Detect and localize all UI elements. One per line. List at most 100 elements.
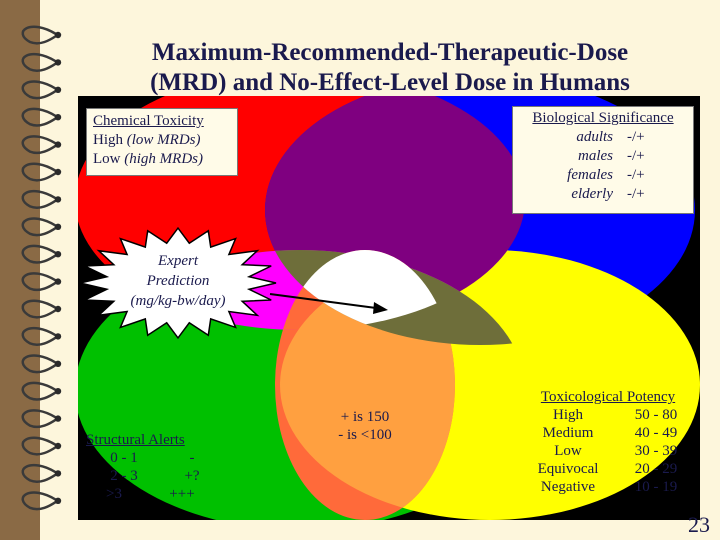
toxicological-potency-row: Low 30 - 39 — [520, 442, 696, 460]
chemical-toxicity-row: Low (high MRDs) — [93, 150, 231, 169]
spiral-hole — [54, 497, 62, 504]
chemical-toxicity-heading: Chemical Toxicity — [93, 113, 204, 129]
spiral-hole — [54, 168, 62, 176]
spiral-ring — [21, 52, 57, 72]
biological-significance-value: -/+ — [627, 167, 645, 183]
toxicological-potency-label: Low — [554, 443, 582, 459]
center-note-line1: + is 150 — [340, 409, 390, 425]
spiral-ring — [21, 381, 57, 401]
structural-alerts-value: +? — [184, 468, 200, 484]
toxicological-potency-label: High — [553, 407, 583, 423]
spiral-ring — [21, 436, 57, 456]
spiral-hole — [54, 360, 62, 367]
structural-alerts-value: - — [189, 450, 195, 466]
structural-alerts-heading: Structural Alerts — [86, 432, 185, 448]
expert-prediction-line3: (mg/kg-bw/day) — [130, 293, 226, 309]
spiral-ring — [21, 409, 57, 429]
spiral-ring — [21, 135, 57, 155]
structural-alerts-row: >3 +++ — [86, 485, 222, 503]
spiral-ring — [21, 299, 57, 319]
biological-significance-box: Biological Significance adults -/+ males -… — [512, 106, 694, 214]
spiral-ring — [21, 80, 57, 100]
spiral-hole — [54, 251, 62, 258]
structural-alerts-range: 0 - 1 — [110, 450, 138, 466]
spiral-ring — [21, 244, 57, 264]
chemical-toxicity-label: High — [93, 132, 123, 148]
biological-significance-value: -/+ — [627, 129, 645, 145]
spiral-hole — [54, 223, 62, 230]
structural-alerts-row: 2 - 3 +? — [86, 467, 222, 485]
biological-significance-heading: Biological Significance — [532, 110, 674, 126]
spiral-hole — [54, 141, 62, 148]
spiral-ring — [21, 25, 57, 45]
expert-prediction-line1: Expert — [158, 253, 198, 269]
arrow-icon — [269, 293, 377, 309]
structural-alerts-block: Structural Alerts 0 - 1 - 2 - 3 +? >3 +++ — [86, 431, 222, 503]
toxicological-potency-range: 40 - 49 — [634, 425, 678, 441]
spiral-hole — [54, 31, 62, 39]
toxicological-potency-range: 50 - 80 — [634, 407, 678, 423]
biological-significance-value: -/+ — [627, 148, 645, 164]
structural-alerts-range: 2 - 3 — [110, 468, 138, 484]
spiral-hole — [54, 442, 62, 450]
spiral-hole — [54, 388, 62, 395]
spiral-hole — [54, 470, 62, 477]
toxicological-potency-range: 30 - 39 — [634, 443, 678, 459]
toxicological-potency-block: Toxicological Potency High 50 - 80 Medium… — [520, 388, 696, 496]
toxicological-potency-range: 10 - 19 — [634, 479, 678, 495]
toxicological-potency-row: High 50 - 80 — [520, 406, 696, 424]
biological-significance-row: elderly -/+ — [517, 185, 689, 204]
chemical-toxicity-detail: (low MRDs) — [126, 132, 201, 148]
toxicological-potency-label: Negative — [540, 479, 596, 495]
toxicological-potency-range: 20 - 29 — [634, 461, 678, 477]
spiral-hole — [54, 86, 62, 94]
spiral-hole — [54, 114, 62, 121]
spiral-ring — [21, 491, 57, 511]
biological-significance-label: elderly — [571, 186, 613, 202]
spiral-hole — [54, 278, 62, 285]
chemical-toxicity-detail: (high MRDs) — [124, 151, 203, 167]
spiral-ring — [21, 107, 57, 127]
slide-title-line1: Maximum-Recommended-Therapeutic-Dose — [151, 39, 629, 66]
spiral-hole — [54, 59, 62, 66]
toxicological-potency-row: Medium 40 - 49 — [520, 424, 696, 442]
structural-alerts-value: +++ — [169, 486, 195, 502]
biological-significance-row: females -/+ — [517, 166, 689, 185]
toxicological-potency-label: Medium — [542, 425, 594, 441]
toxicological-potency-row: Equivocal 20 - 29 — [520, 460, 696, 478]
spiral-ring — [21, 162, 57, 182]
biological-significance-label: males — [578, 148, 613, 164]
spiral-ring — [21, 354, 57, 374]
center-note-line2: - is <100 — [338, 427, 392, 443]
spiral-hole — [54, 305, 62, 313]
biological-significance-row: males -/+ — [517, 147, 689, 166]
spiral-binding-icon — [21, 25, 62, 511]
spiral-hole — [54, 333, 62, 340]
slide-title-line2: (MRD) and No-Effect-Level Dose in Humans — [150, 69, 630, 96]
spiral-ring — [21, 463, 57, 483]
spiral-ring — [21, 217, 57, 237]
expert-prediction-line2: Prediction — [146, 273, 210, 289]
biological-significance-label: females — [567, 167, 613, 183]
structural-alerts-range: >3 — [106, 486, 122, 502]
spiral-ring — [21, 272, 57, 292]
biological-significance-row: adults -/+ — [517, 128, 689, 147]
spiral-hole — [54, 196, 62, 203]
arrow-head — [373, 302, 388, 314]
spiral-ring — [21, 189, 57, 209]
chemical-toxicity-box: Chemical Toxicity High (low MRDs) Low (h… — [86, 108, 238, 176]
expert-prediction-label: Expert Prediction (mg/kg-bw/day) — [100, 251, 256, 311]
toxicological-potency-label: Equivocal — [537, 461, 599, 477]
biological-significance-label: adults — [576, 129, 613, 145]
expert-prediction-burst — [79, 226, 277, 340]
structural-alerts-row: 0 - 1 - — [86, 449, 222, 467]
chemical-toxicity-row: High (low MRDs) — [93, 131, 231, 150]
toxicological-potency-heading: Toxicological Potency — [540, 389, 676, 405]
spiral-hole — [54, 415, 62, 422]
center-note: + is 150 - is <100 — [318, 408, 412, 444]
toxicological-potency-row: Negative 10 - 19 — [520, 478, 696, 496]
spiral-ring — [21, 326, 57, 346]
chemical-toxicity-label: Low — [93, 151, 121, 167]
page-number: 23 — [688, 512, 710, 537]
